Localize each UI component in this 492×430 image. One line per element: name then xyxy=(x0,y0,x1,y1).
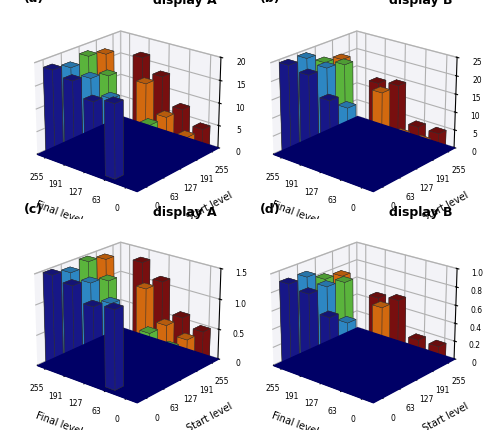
Text: display A: display A xyxy=(153,205,216,218)
Y-axis label: Start level: Start level xyxy=(421,190,470,222)
Y-axis label: Start level: Start level xyxy=(185,400,234,430)
X-axis label: Final level: Final level xyxy=(271,409,320,430)
Text: (d): (d) xyxy=(260,202,281,215)
X-axis label: Final level: Final level xyxy=(34,409,84,430)
Y-axis label: Start level: Start level xyxy=(421,400,470,430)
Text: display B: display B xyxy=(389,205,453,218)
Text: (b): (b) xyxy=(260,0,281,5)
Y-axis label: Start level: Start level xyxy=(185,190,234,222)
Text: display A: display A xyxy=(153,0,216,7)
X-axis label: Final level: Final level xyxy=(271,199,320,225)
X-axis label: Final level: Final level xyxy=(34,199,84,225)
Text: (a): (a) xyxy=(24,0,44,5)
Text: (c): (c) xyxy=(24,202,43,215)
Text: display B: display B xyxy=(389,0,453,7)
